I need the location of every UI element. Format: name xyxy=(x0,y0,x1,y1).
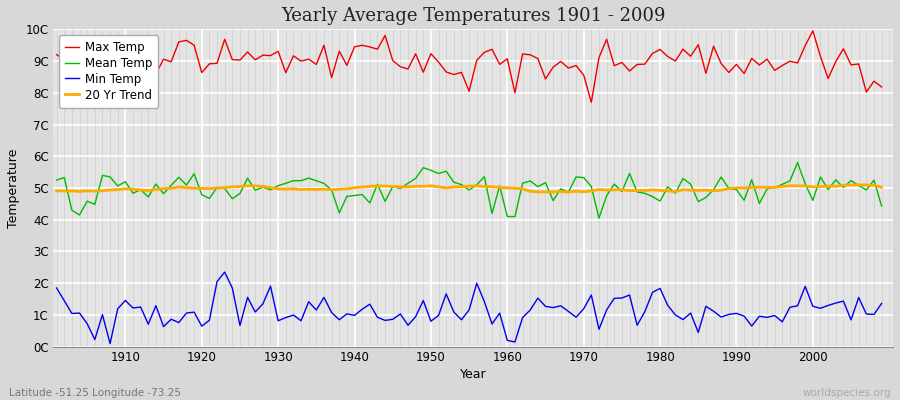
20 Yr Trend xyxy=(877,185,887,190)
Mean Temp xyxy=(601,193,612,198)
Line: 20 Yr Trend: 20 Yr Trend xyxy=(57,185,882,192)
X-axis label: Year: Year xyxy=(460,368,486,381)
20 Yr Trend xyxy=(563,190,574,194)
20 Yr Trend xyxy=(51,188,62,193)
Max Temp xyxy=(51,52,62,57)
Max Temp xyxy=(877,84,887,89)
Mean Temp xyxy=(281,181,292,186)
Min Temp xyxy=(220,270,230,274)
Mean Temp xyxy=(494,184,505,188)
Min Temp xyxy=(341,312,352,316)
Min Temp xyxy=(518,315,528,320)
Mean Temp xyxy=(594,216,605,220)
Max Temp xyxy=(288,54,299,58)
Max Temp xyxy=(120,58,130,63)
Mean Temp xyxy=(51,178,62,182)
Min Temp xyxy=(509,340,520,344)
Mean Temp xyxy=(877,204,887,208)
Legend: Max Temp, Mean Temp, Min Temp, 20 Yr Trend: Max Temp, Mean Temp, Min Temp, 20 Yr Tre… xyxy=(58,35,158,108)
Min Temp xyxy=(608,296,619,301)
Mean Temp xyxy=(326,188,337,192)
Mean Temp xyxy=(792,160,803,165)
Line: Min Temp: Min Temp xyxy=(57,272,882,344)
Min Temp xyxy=(104,341,115,346)
20 Yr Trend xyxy=(502,186,513,190)
20 Yr Trend xyxy=(601,188,612,192)
20 Yr Trend xyxy=(494,185,505,190)
Title: Yearly Average Temperatures 1901 - 2009: Yearly Average Temperatures 1901 - 2009 xyxy=(281,7,665,25)
Y-axis label: Temperature: Temperature xyxy=(7,148,20,228)
Text: worldspecies.org: worldspecies.org xyxy=(803,388,891,398)
Line: Mean Temp: Mean Temp xyxy=(57,163,882,218)
20 Yr Trend xyxy=(281,186,292,191)
Min Temp xyxy=(51,286,62,290)
Min Temp xyxy=(877,301,887,306)
Text: Latitude -51.25 Longitude -73.25: Latitude -51.25 Longitude -73.25 xyxy=(9,388,181,398)
Mean Temp xyxy=(112,184,123,188)
Min Temp xyxy=(296,318,307,323)
Max Temp xyxy=(601,37,612,42)
20 Yr Trend xyxy=(853,182,864,187)
Min Temp xyxy=(120,298,130,303)
Max Temp xyxy=(807,28,818,33)
Max Temp xyxy=(104,100,115,105)
Max Temp xyxy=(509,90,520,95)
Max Temp xyxy=(334,49,345,54)
20 Yr Trend xyxy=(326,187,337,192)
Max Temp xyxy=(502,56,513,61)
20 Yr Trend xyxy=(112,187,123,192)
Line: Max Temp: Max Temp xyxy=(57,31,882,102)
Mean Temp xyxy=(502,214,513,219)
